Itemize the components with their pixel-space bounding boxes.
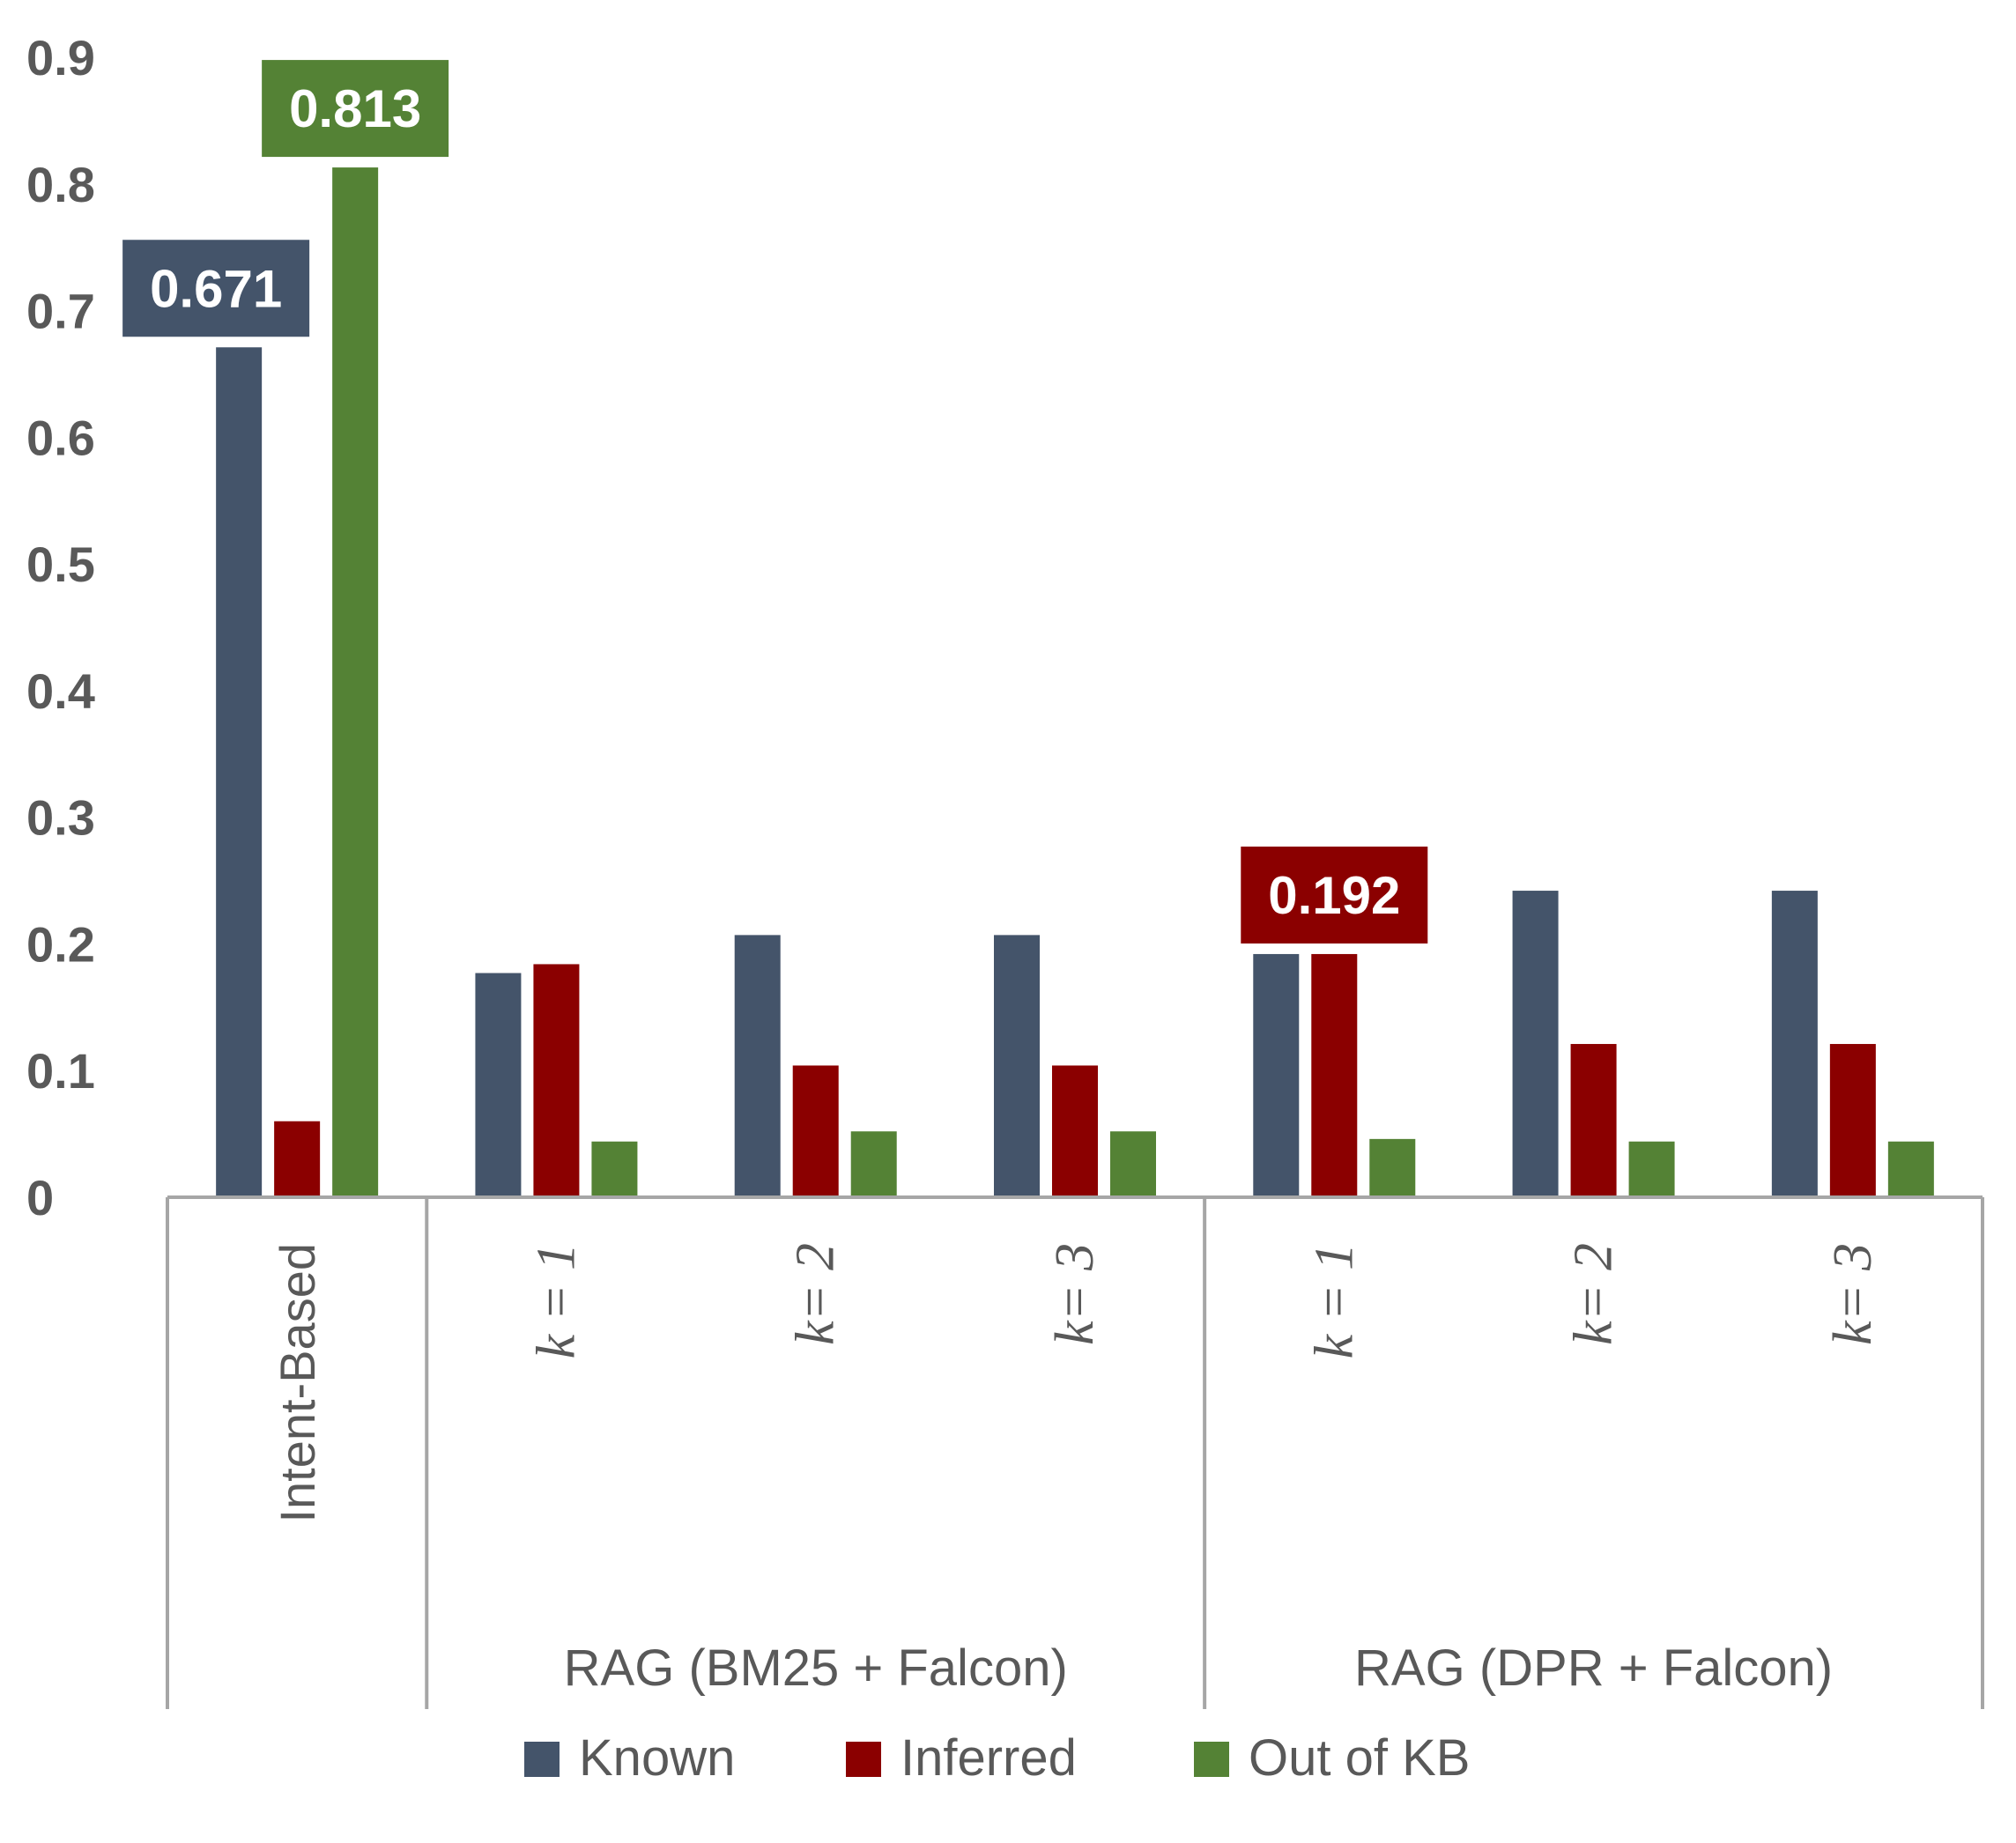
y-tick-label: 0.8 [26, 157, 95, 212]
bar-known-0 [216, 347, 263, 1197]
y-tick-label: 0.4 [26, 663, 95, 719]
bar-known-2 [734, 935, 781, 1197]
y-tick-label: 0.9 [26, 30, 95, 85]
bar-out-of-kb-3 [1110, 1131, 1156, 1197]
bar-out-of-kb-0 [332, 167, 379, 1197]
x-axis [166, 1195, 1984, 1709]
legend-swatch-known [524, 1742, 560, 1777]
bar-inferred-0 [274, 1121, 321, 1197]
legend-swatch-out-of-kb [1194, 1742, 1229, 1777]
y-tick-label: 0.1 [26, 1043, 95, 1099]
data-label-box-2 [1241, 846, 1428, 944]
bar-out-of-kb-6 [1887, 1141, 1934, 1197]
category-labels: Intent-Based k = 1 k= 2 k= 3 k = 1 k= 2 k= 3 [270, 1243, 1883, 1523]
bar-inferred-1 [533, 964, 580, 1197]
bars [216, 167, 1934, 1197]
category-label-3: k= 3 [1045, 1243, 1105, 1345]
data-labels: 0.671 0.813 0.192 [122, 60, 1428, 944]
bar-known-6 [1771, 891, 1818, 1197]
y-tick-label: 0.7 [26, 284, 95, 339]
y-tick-label: 0.3 [26, 790, 95, 846]
category-label-5: k= 2 [1564, 1243, 1624, 1345]
bar-known-3 [994, 935, 1040, 1197]
bar-known-5 [1512, 891, 1559, 1197]
y-tick-label: 0.5 [26, 537, 95, 592]
bar-inferred-5 [1570, 1044, 1617, 1197]
legend: Known Inferred Out of KB [524, 1729, 1470, 1787]
data-label-0: 0.671 [150, 259, 282, 318]
group-label-1: RAG (BM25 + Falcon) [564, 1639, 1068, 1697]
legend-label-inferred: Inferred [901, 1729, 1077, 1787]
legend-label-known: Known [579, 1729, 735, 1787]
data-label-2: 0.192 [1268, 866, 1400, 925]
bar-out-of-kb-2 [850, 1131, 897, 1197]
bar-inferred-3 [1052, 1065, 1098, 1197]
data-label-box-1 [262, 60, 449, 158]
bar-out-of-kb-4 [1369, 1138, 1416, 1197]
legend-label-out-of-kb: Out of KB [1249, 1729, 1470, 1787]
y-tick-label: 0 [26, 1170, 54, 1225]
category-label-4: k = 1 [1304, 1243, 1364, 1358]
y-tick-label: 0.2 [26, 916, 95, 972]
bar-inferred-2 [792, 1065, 839, 1197]
group-label-2: RAG (DPR + Falcon) [1354, 1639, 1833, 1697]
bar-known-1 [475, 973, 522, 1197]
y-tick-label: 0.6 [26, 410, 95, 465]
category-label-0: Intent-Based [270, 1243, 325, 1523]
bar-inferred-4 [1311, 953, 1358, 1197]
category-label-6: k= 3 [1823, 1243, 1883, 1345]
category-label-1: k = 1 [526, 1243, 586, 1358]
legend-swatch-inferred [846, 1742, 881, 1777]
bar-inferred-6 [1829, 1044, 1876, 1197]
data-label-box-0 [122, 240, 310, 337]
bar-out-of-kb-1 [591, 1141, 638, 1197]
bar-out-of-kb-5 [1628, 1141, 1675, 1197]
group-labels: RAG (BM25 + Falcon) RAG (DPR + Falcon) [564, 1639, 1833, 1697]
y-axis-ticks: 0 0.1 0.2 0.3 0.4 0.5 0.6 0.7 0.8 0.9 [26, 30, 95, 1225]
category-label-2: k= 2 [786, 1243, 846, 1345]
data-label-1: 0.813 [289, 79, 421, 138]
bar-known-4 [1253, 953, 1300, 1197]
